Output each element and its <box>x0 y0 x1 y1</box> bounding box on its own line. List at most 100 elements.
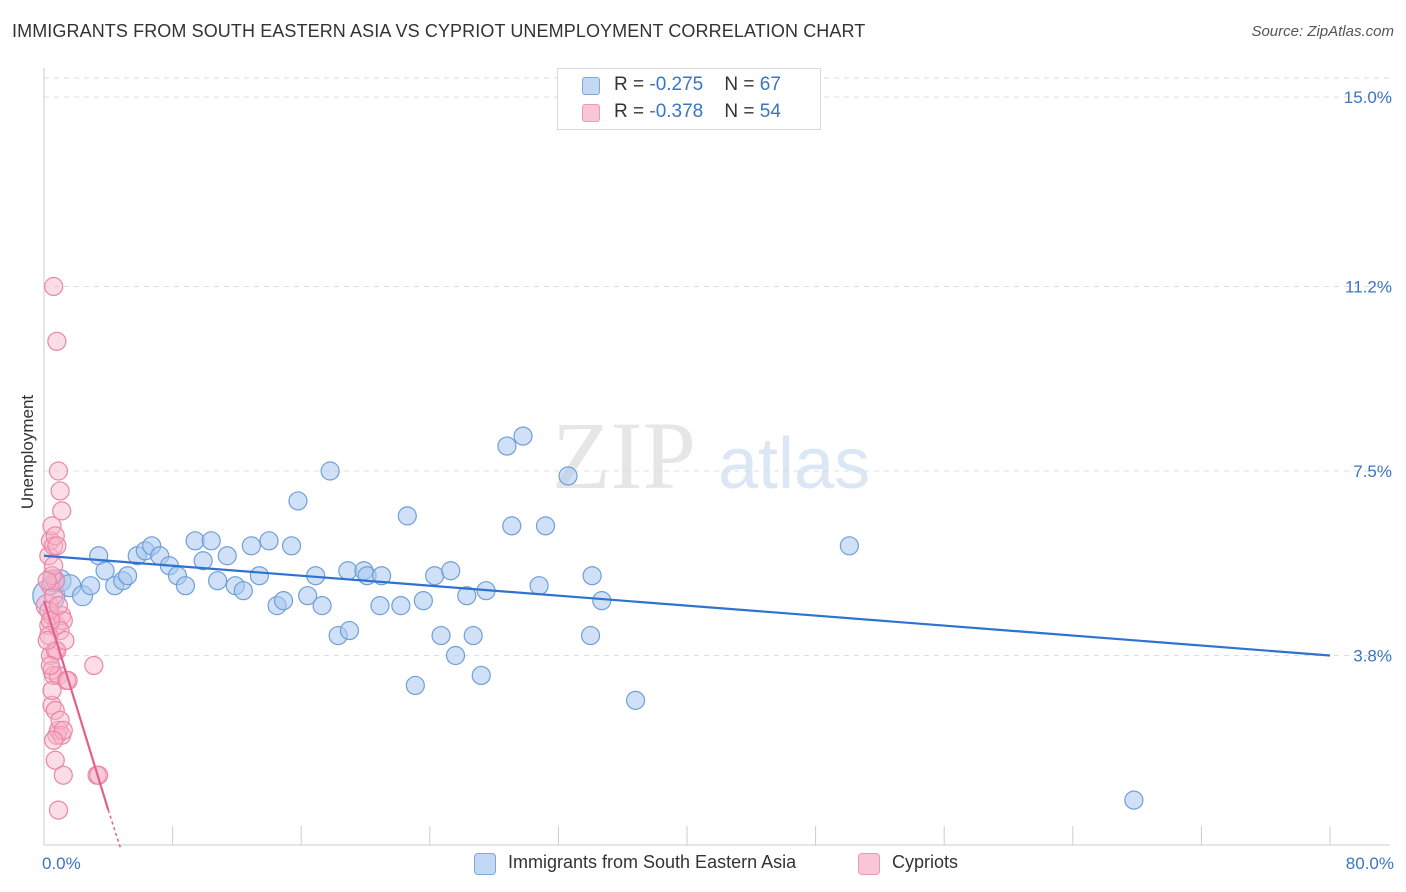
data-point-immigrants <box>839 536 859 556</box>
data-point-immigrants <box>185 531 205 551</box>
legend-swatch-pink <box>582 104 600 122</box>
data-point-immigrants <box>339 620 360 641</box>
data-point-cypriots <box>48 461 69 481</box>
y-tick-label: 3.8% <box>1353 647 1392 666</box>
data-point-immigrants <box>405 675 425 696</box>
data-point-immigrants <box>320 461 340 481</box>
data-point-immigrants <box>625 690 646 710</box>
data-point-immigrants <box>391 596 411 616</box>
data-point-immigrants <box>233 581 253 601</box>
data-point-immigrants <box>535 516 556 536</box>
data-point-immigrants <box>273 591 294 611</box>
data-point-immigrants <box>175 576 196 596</box>
r-label: R = <box>614 101 650 122</box>
data-point-immigrants <box>81 576 101 596</box>
data-point-immigrants <box>397 506 417 526</box>
data-point-immigrants <box>592 591 612 611</box>
data-point-immigrants <box>241 536 261 556</box>
data-point-cypriots <box>47 331 67 351</box>
data-point-immigrants <box>497 436 517 456</box>
data-point-immigrants <box>338 561 358 581</box>
data-point-cypriots <box>44 730 64 750</box>
y-axis-label: Unemployment <box>18 394 37 510</box>
data-point-immigrants <box>288 491 308 511</box>
data-point-cypriots <box>48 800 69 820</box>
data-point-immigrants <box>281 536 302 556</box>
data-point-immigrants <box>312 596 332 616</box>
y-tick-label: 11.2% <box>1345 277 1392 296</box>
trend-line-immigrants <box>43 554 1331 657</box>
legend-label-immigrants: Immigrants from South Eastern Asia <box>508 852 797 872</box>
data-point-immigrants <box>445 645 466 666</box>
data-point-immigrants <box>502 516 522 536</box>
legend-stats-immigrants: R = -0.275 N = 67 <box>614 74 781 96</box>
data-point-cypriots <box>52 501 72 521</box>
n-label: N = <box>724 74 760 95</box>
trend-line-cypriots-extension <box>107 809 122 851</box>
data-point-immigrants <box>471 665 491 686</box>
data-point-immigrants <box>193 551 213 571</box>
legend-swatch-pink <box>858 853 880 875</box>
data-point-immigrants <box>249 566 270 586</box>
n-value: 54 <box>759 101 781 122</box>
data-point-immigrants <box>580 625 601 646</box>
watermark-atlas: atlas <box>718 424 870 504</box>
x-axis <box>43 68 1390 846</box>
watermark-zip: ZIP <box>552 402 696 509</box>
data-point-immigrants <box>529 576 549 596</box>
data-point-immigrants <box>457 586 477 606</box>
data-point-immigrants <box>217 546 237 566</box>
source-label: Source: ZipAtlas.com <box>1251 23 1394 40</box>
data-point-cypriots <box>45 526 65 546</box>
y-axis-label-wrap: Unemployment <box>8 382 48 542</box>
r-value: -0.275 <box>649 74 704 95</box>
data-point-cypriots <box>50 481 70 501</box>
data-point-cypriots <box>47 536 67 556</box>
data-point-cypriots <box>44 276 64 297</box>
data-point-immigrants <box>425 566 445 586</box>
data-point-cypriots <box>37 571 57 591</box>
data-point-cypriots <box>48 596 69 616</box>
chart-title: IMMIGRANTS FROM SOUTH EASTERN ASIA VS CY… <box>12 21 866 41</box>
correlation-legend: R = -0.275 N = 67 R = -0.378 N = 54 <box>557 68 821 130</box>
data-point-immigrants <box>370 596 390 616</box>
r-label: R = <box>614 74 650 95</box>
data-point-immigrants <box>201 531 221 551</box>
data-point-cypriots <box>53 765 73 785</box>
x-tick-labels: 0.0% 80.0% <box>42 854 1394 873</box>
data-point-immigrants <box>298 586 318 606</box>
legend-swatch-blue <box>582 77 600 95</box>
r-value: -0.378 <box>649 101 704 122</box>
data-point-cypriots <box>40 655 61 676</box>
data-point-cypriots <box>42 680 62 701</box>
y-tick-label: 15.0% <box>1344 88 1392 107</box>
data-point-immigrants <box>259 531 279 551</box>
legend-stats-cypriots: R = -0.378 N = 54 <box>614 101 781 123</box>
data-point-immigrants <box>1124 790 1144 810</box>
trend-line-cypriots <box>42 600 110 811</box>
series-cypriots-points <box>35 276 109 820</box>
x-tick-label: 0.0% <box>42 854 81 873</box>
data-point-immigrants <box>582 566 602 586</box>
data-point-cypriots <box>45 700 65 720</box>
data-point-cypriots <box>45 750 65 770</box>
legend-swatch-blue <box>474 853 496 875</box>
data-point-immigrants <box>513 426 533 446</box>
x-tick-label: 80.0% <box>1346 854 1394 873</box>
data-point-cypriots <box>84 655 104 676</box>
series-legend: Immigrants from South Eastern Asia Cypri… <box>0 850 1406 880</box>
n-value: 67 <box>759 74 781 95</box>
data-point-immigrants <box>413 591 433 611</box>
data-point-immigrants <box>463 625 483 646</box>
data-point-immigrants <box>208 571 228 591</box>
trend-lines <box>42 554 1331 851</box>
y-tick-label: 7.5% <box>1353 462 1392 481</box>
data-point-immigrants <box>431 625 451 646</box>
data-point-immigrants <box>95 561 115 581</box>
data-point-immigrants <box>117 566 138 586</box>
data-point-cypriots <box>53 720 73 740</box>
data-point-immigrants <box>558 466 578 486</box>
n-label: N = <box>724 101 760 122</box>
data-point-immigrants <box>371 566 392 586</box>
